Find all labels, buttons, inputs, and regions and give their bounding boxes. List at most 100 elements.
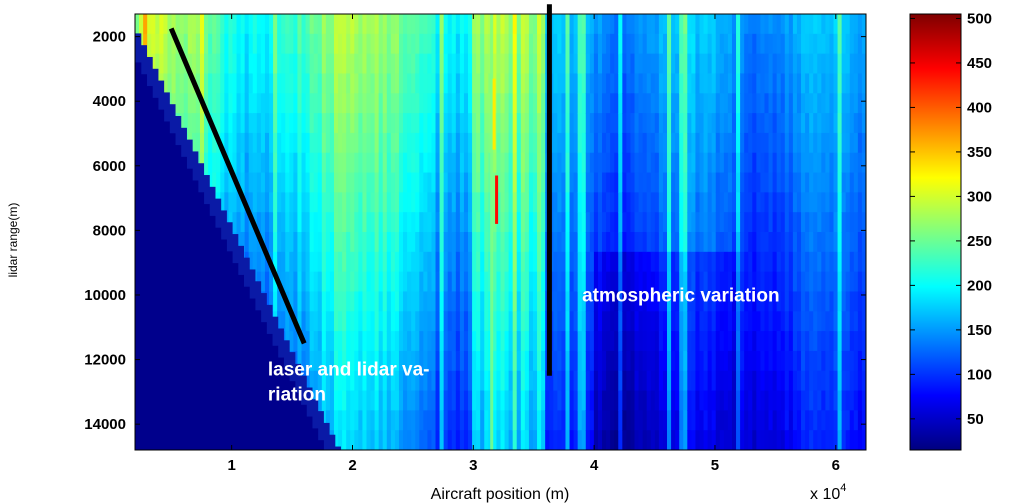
heatmap-cell — [443, 172, 449, 193]
heatmap-cell — [796, 291, 802, 312]
heatmap-cell — [366, 33, 372, 55]
heatmap-cell — [780, 430, 786, 450]
heatmap-cell — [305, 172, 311, 193]
heatmap-cell — [857, 33, 863, 55]
heatmap-cell — [801, 291, 806, 312]
heatmap-cell — [723, 73, 729, 94]
heatmap-cell — [459, 350, 465, 372]
heatmap-cell — [459, 14, 465, 35]
heatmap-cell — [346, 93, 351, 114]
heatmap-cell — [760, 350, 766, 372]
heatmap-cell — [537, 14, 542, 35]
heatmap-cell — [606, 212, 611, 233]
heatmap-cell — [500, 152, 506, 174]
heatmap-cell — [573, 291, 579, 312]
heatmap-cell — [273, 291, 278, 312]
heatmap-cell — [374, 73, 380, 94]
heatmap-cell — [342, 152, 347, 174]
heatmap-cell — [752, 311, 757, 332]
heatmap-cell — [654, 53, 660, 75]
heatmap-cell — [825, 192, 831, 213]
heatmap-cell — [671, 390, 676, 411]
heatmap-cell — [760, 192, 766, 213]
heatmap-cell — [589, 251, 595, 273]
heatmap-cell — [463, 311, 469, 332]
heatmap-cell — [468, 251, 473, 273]
heatmap-cell — [468, 33, 473, 55]
heatmap-cell — [784, 192, 790, 213]
heatmap-cell — [768, 212, 774, 233]
heatmap-cell — [675, 271, 680, 293]
heatmap-cell — [845, 430, 851, 450]
heatmap-cell — [520, 212, 526, 233]
heatmap-cell — [589, 132, 595, 154]
heatmap-cell — [622, 311, 627, 332]
heatmap-cell — [398, 232, 404, 253]
heatmap-cell — [151, 53, 156, 75]
heatmap-cell — [654, 113, 660, 134]
heatmap-cell — [691, 271, 697, 293]
heatmap-cell — [727, 73, 733, 94]
heatmap-cell — [796, 311, 802, 332]
heatmap-cell — [711, 311, 717, 332]
heatmap-cell — [744, 93, 749, 114]
heatmap-cell — [589, 232, 595, 253]
heatmap-cell — [447, 212, 453, 233]
heatmap-cell — [805, 212, 810, 233]
heatmap-cell — [845, 271, 851, 293]
heatmap-cell — [683, 331, 688, 352]
heatmap-cell — [837, 410, 843, 431]
heatmap-cell — [622, 33, 627, 55]
heatmap-cell — [480, 271, 485, 293]
heatmap-cell — [671, 331, 676, 352]
heatmap-cell — [748, 350, 753, 372]
heatmap-cell — [171, 73, 177, 94]
heatmap-cell — [707, 212, 713, 233]
heatmap-cell — [707, 152, 713, 174]
heatmap-cell — [809, 53, 814, 75]
heatmap-cell — [378, 172, 384, 193]
heatmap-cell — [277, 251, 282, 273]
heatmap-cell — [427, 291, 433, 312]
heatmap-cell — [301, 192, 307, 213]
heatmap-cell — [484, 14, 489, 35]
heatmap-cell — [841, 73, 847, 94]
heatmap-cell — [581, 331, 587, 352]
heatmap-cell — [277, 93, 282, 114]
heatmap-cell — [593, 430, 599, 450]
heatmap-cell — [459, 430, 465, 450]
heatmap-cell — [849, 172, 855, 193]
heatmap-cell — [451, 311, 457, 332]
heatmap-cell — [468, 232, 473, 253]
heatmap-cell — [565, 410, 571, 431]
heatmap-cell — [516, 430, 522, 450]
heatmap-cell — [703, 113, 709, 134]
heatmap-cell — [776, 232, 782, 253]
heatmap-cell — [719, 291, 725, 312]
heatmap-cell — [228, 53, 234, 75]
heatmap-cell — [703, 212, 709, 233]
heatmap-cell — [333, 350, 339, 372]
heatmap-cell — [687, 271, 692, 293]
heatmap-cell — [252, 232, 258, 253]
heatmap-cell — [695, 311, 701, 332]
heatmap-cell — [256, 251, 262, 273]
heatmap-cell — [204, 132, 209, 154]
heatmap-cell — [727, 410, 733, 431]
heatmap-cell — [610, 370, 615, 392]
heatmap-cell — [691, 430, 697, 450]
heatmap-cell — [801, 93, 806, 114]
heatmap-cell — [346, 113, 351, 134]
heatmap-cell — [585, 53, 591, 75]
heatmap-cell — [727, 172, 733, 193]
heatmap-cell — [602, 172, 607, 193]
heatmap-cell — [398, 370, 404, 392]
heatmap-cell — [419, 33, 424, 55]
heatmap-cell — [329, 232, 335, 253]
heatmap-cell — [468, 14, 473, 35]
heatmap-cell — [861, 291, 866, 312]
heatmap-cell — [329, 192, 335, 213]
heatmap-cell — [398, 172, 404, 193]
heatmap-cell — [573, 212, 579, 233]
heatmap-cell — [768, 390, 774, 411]
